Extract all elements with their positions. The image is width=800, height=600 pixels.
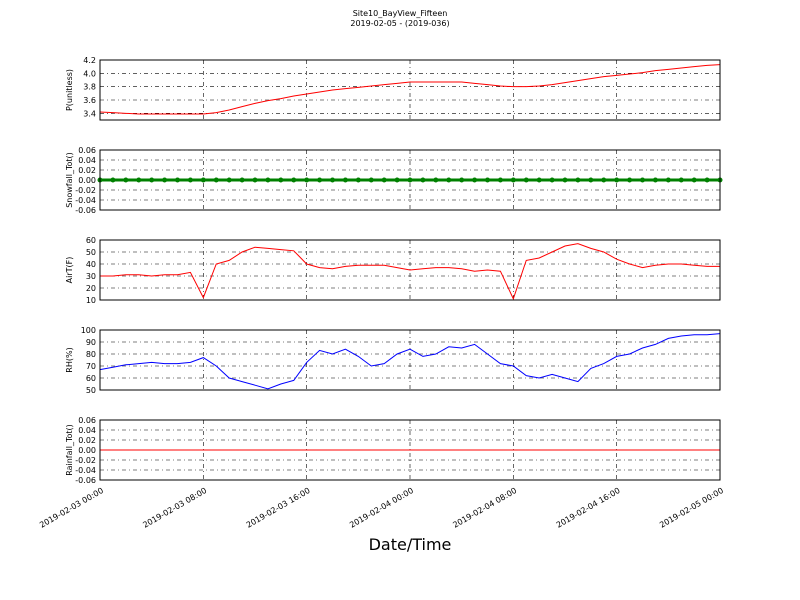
y-tick-label: -0.06 bbox=[75, 206, 96, 215]
y-axis-label: Rainfall_Tot() bbox=[65, 424, 74, 476]
data-point bbox=[265, 177, 271, 183]
chart-title: Site10_BayView_Fifteen bbox=[353, 9, 448, 18]
y-tick-label: 3.8 bbox=[83, 83, 96, 92]
y-tick-label: -0.04 bbox=[75, 466, 96, 475]
data-point bbox=[317, 177, 323, 183]
chart-subtitle: 2019-02-05 - (2019-036) bbox=[350, 19, 449, 28]
plot-frame bbox=[99, 329, 721, 391]
data-point bbox=[433, 177, 439, 183]
y-tick-label: 4.0 bbox=[83, 69, 96, 78]
y-tick-label: 50 bbox=[86, 248, 96, 257]
data-point bbox=[394, 177, 400, 183]
data-point bbox=[200, 177, 206, 183]
plot-frame bbox=[99, 419, 721, 481]
y-tick-label: 3.4 bbox=[83, 109, 96, 118]
data-point bbox=[381, 177, 387, 183]
data-point bbox=[627, 177, 633, 183]
y-axis-label: Snowfall_Tot() bbox=[65, 152, 74, 208]
y-tick-label: 0.06 bbox=[78, 146, 96, 155]
y-tick-label: 100 bbox=[81, 326, 96, 335]
data-point bbox=[536, 177, 542, 183]
data-point bbox=[588, 177, 594, 183]
data-point bbox=[446, 177, 452, 183]
data-point bbox=[691, 177, 697, 183]
y-tick-label: 0.04 bbox=[78, 156, 96, 165]
data-point bbox=[601, 177, 607, 183]
data-point bbox=[704, 177, 710, 183]
data-line bbox=[99, 333, 721, 390]
data-point bbox=[614, 177, 620, 183]
data-point bbox=[110, 177, 116, 183]
y-tick-label: 3.6 bbox=[83, 96, 96, 105]
y-tick-label: 80 bbox=[86, 350, 96, 359]
y-tick-label: -0.04 bbox=[75, 196, 96, 205]
data-point bbox=[226, 177, 232, 183]
y-tick-label: 0.00 bbox=[78, 176, 96, 185]
data-point bbox=[523, 177, 529, 183]
y-tick-label: 10 bbox=[86, 296, 96, 305]
data-point bbox=[549, 177, 555, 183]
data-point bbox=[640, 177, 645, 183]
y-tick-label: 90 bbox=[86, 338, 96, 347]
y-tick-label: 0.00 bbox=[78, 446, 96, 455]
y-tick-label: -0.02 bbox=[75, 456, 96, 465]
y-tick-label: 20 bbox=[86, 284, 96, 293]
y-tick-label: 60 bbox=[86, 374, 96, 383]
y-tick-label: 4.2 bbox=[83, 56, 96, 65]
data-point bbox=[342, 177, 348, 183]
data-line bbox=[99, 64, 721, 115]
data-point bbox=[368, 177, 374, 183]
data-point bbox=[355, 177, 361, 183]
y-tick-label: 30 bbox=[86, 272, 96, 281]
y-axis-label: RH(%) bbox=[65, 347, 74, 372]
x-axis-label: Date/Time bbox=[369, 535, 452, 554]
data-point bbox=[175, 177, 180, 183]
data-point bbox=[278, 177, 284, 183]
y-tick-label: 60 bbox=[86, 236, 96, 245]
data-point bbox=[123, 177, 129, 183]
data-point bbox=[562, 177, 568, 183]
plot-frame bbox=[99, 239, 721, 301]
y-tick-label: 40 bbox=[86, 260, 96, 269]
y-tick-label: 50 bbox=[86, 386, 96, 395]
y-tick-label: -0.06 bbox=[75, 476, 96, 485]
data-point bbox=[252, 177, 258, 183]
data-point bbox=[652, 177, 658, 183]
y-axis-label: P(unitless) bbox=[65, 69, 74, 111]
y-tick-label: 0.06 bbox=[78, 416, 96, 425]
data-point bbox=[665, 177, 671, 183]
plot-frame bbox=[99, 59, 721, 121]
data-point bbox=[330, 177, 335, 183]
data-point bbox=[575, 177, 581, 183]
data-point bbox=[291, 177, 297, 183]
data-point bbox=[485, 177, 490, 183]
data-point bbox=[162, 177, 168, 183]
data-point bbox=[497, 177, 503, 183]
data-point bbox=[136, 177, 142, 183]
data-point bbox=[678, 177, 684, 183]
y-tick-label: -0.02 bbox=[75, 186, 96, 195]
data-point bbox=[420, 177, 426, 183]
y-tick-label: 0.04 bbox=[78, 426, 96, 435]
data-point bbox=[149, 177, 155, 183]
plot-frame bbox=[99, 149, 721, 211]
data-point bbox=[213, 177, 219, 183]
data-point bbox=[407, 177, 413, 183]
y-axis-label: AirT(F) bbox=[65, 257, 74, 284]
data-point bbox=[472, 177, 478, 183]
data-point bbox=[304, 177, 310, 183]
y-tick-label: 70 bbox=[86, 362, 96, 371]
data-point bbox=[459, 177, 465, 183]
y-tick-label: 0.02 bbox=[78, 166, 96, 175]
data-line bbox=[100, 243, 720, 301]
y-tick-label: 0.02 bbox=[78, 436, 96, 445]
data-point bbox=[510, 177, 516, 183]
data-point bbox=[239, 177, 245, 183]
data-point bbox=[187, 177, 193, 183]
